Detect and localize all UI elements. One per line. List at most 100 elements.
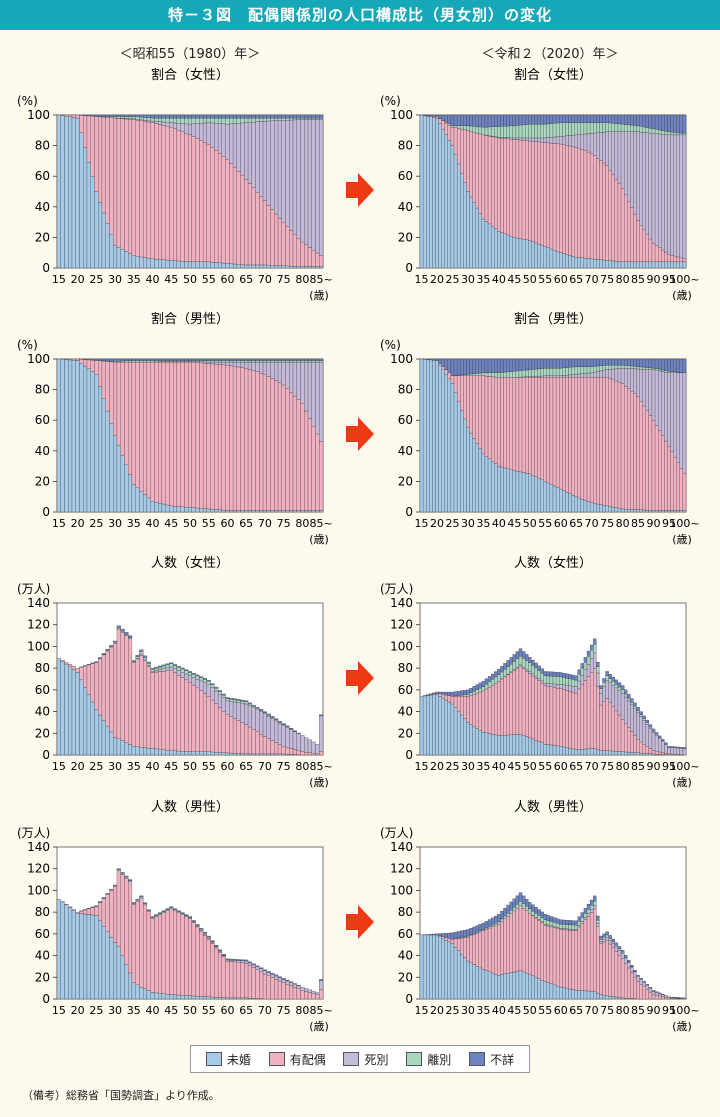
bar-segment	[661, 134, 665, 251]
y-tick-label: 60	[35, 413, 50, 427]
figure-title: 特－３図 配偶関係別の人口構成比（男女別）の変化	[0, 0, 720, 30]
bar-segment	[518, 377, 523, 473]
bar-segment	[614, 179, 619, 262]
bar-segment	[296, 985, 301, 989]
bar-segment	[169, 908, 174, 995]
bar-segment	[608, 682, 612, 703]
bar-segment	[654, 245, 659, 263]
y-tick-label: 100	[390, 352, 413, 366]
bar-segment	[274, 361, 279, 381]
bar-segment	[300, 241, 305, 267]
bar-segment	[506, 371, 510, 378]
bar-segment	[571, 924, 575, 930]
bar-segment	[608, 935, 612, 939]
bar-segment	[512, 137, 517, 140]
bar-segment	[642, 405, 646, 511]
bar-segment	[682, 473, 687, 511]
bar-segment	[195, 924, 200, 926]
bar-segment	[143, 360, 148, 363]
bar-segment	[232, 698, 237, 701]
bar-segment	[602, 358, 606, 366]
bar-segment	[292, 117, 297, 121]
bar-segment	[199, 114, 204, 119]
bar-segment	[630, 365, 634, 369]
bar-segment	[184, 123, 189, 134]
bar-segment	[614, 946, 619, 952]
bar-segment	[599, 132, 603, 161]
bar-segment	[580, 923, 585, 991]
bar-segment	[509, 125, 513, 138]
bar-segment	[165, 114, 170, 119]
bar-segment	[525, 239, 529, 269]
y-tick-label: 100	[390, 883, 413, 897]
bar-segment	[210, 942, 215, 944]
bar-segment	[113, 116, 118, 119]
bar-segment	[605, 358, 609, 366]
bar-segment	[475, 931, 479, 934]
bar-segment	[68, 664, 73, 667]
bar-segment	[169, 663, 174, 668]
bar-segment	[285, 984, 290, 1000]
bar-segment	[262, 711, 267, 713]
bar-segment	[537, 124, 541, 139]
bar-segment	[116, 869, 121, 872]
bar-segment	[315, 360, 320, 363]
bar-segment	[583, 258, 588, 269]
bar-segment	[537, 114, 541, 125]
bar-segment	[154, 358, 159, 361]
bar-segment	[525, 972, 529, 1000]
bar-segment	[225, 358, 230, 361]
bar-segment	[214, 997, 219, 1000]
bar-segment	[478, 133, 483, 214]
bar-segment	[460, 409, 464, 513]
bar-segment	[187, 916, 193, 918]
bar-segment	[135, 358, 140, 361]
bar-segment	[515, 734, 520, 756]
bar-segment	[214, 360, 219, 363]
bar-segment	[633, 125, 637, 132]
bar-segment	[599, 939, 603, 942]
bar-segment	[176, 674, 181, 752]
bar-segment	[484, 929, 489, 971]
bar-segment	[150, 258, 155, 269]
y-tick-label: 100	[27, 352, 50, 366]
bar-segment	[79, 679, 84, 756]
bar-segment	[521, 124, 526, 139]
bar-segment	[512, 898, 517, 908]
bar-segment	[266, 753, 271, 756]
bar-segment	[450, 943, 455, 1000]
bar-segment	[531, 369, 535, 377]
bar-segment	[651, 133, 656, 244]
bar-segment	[255, 264, 260, 269]
bar-segment	[289, 360, 294, 363]
bar-segment	[240, 360, 245, 363]
bar-segment	[682, 258, 687, 263]
bar-segment	[304, 360, 309, 363]
bar-segment	[184, 114, 189, 119]
bar-segment	[154, 915, 159, 917]
bar-segment	[555, 923, 560, 928]
bar-segment	[251, 707, 256, 730]
bar-segment	[438, 691, 442, 694]
bar-segment	[210, 996, 215, 1000]
bar-segment	[225, 510, 230, 513]
bar-segment	[225, 361, 230, 366]
y-tick-label: 80	[398, 905, 413, 919]
bar-segment	[292, 749, 297, 755]
bar-segment	[135, 114, 140, 117]
bar-segment	[146, 360, 151, 363]
bar-segment	[79, 115, 84, 133]
bar-segment	[206, 508, 211, 513]
x-tick-label: 50	[523, 273, 537, 286]
bar-segment	[169, 750, 174, 756]
bar-segment	[509, 734, 513, 756]
bar-segment	[583, 366, 588, 374]
bar-segment	[648, 238, 653, 263]
bar-segment	[577, 916, 581, 922]
bar-segment	[515, 237, 520, 269]
bar-segment	[645, 722, 650, 725]
x-tick-label: 40	[146, 517, 160, 530]
bar-segment	[565, 920, 569, 925]
bar-segment	[630, 131, 634, 208]
x-tick-label: 30	[461, 517, 475, 530]
